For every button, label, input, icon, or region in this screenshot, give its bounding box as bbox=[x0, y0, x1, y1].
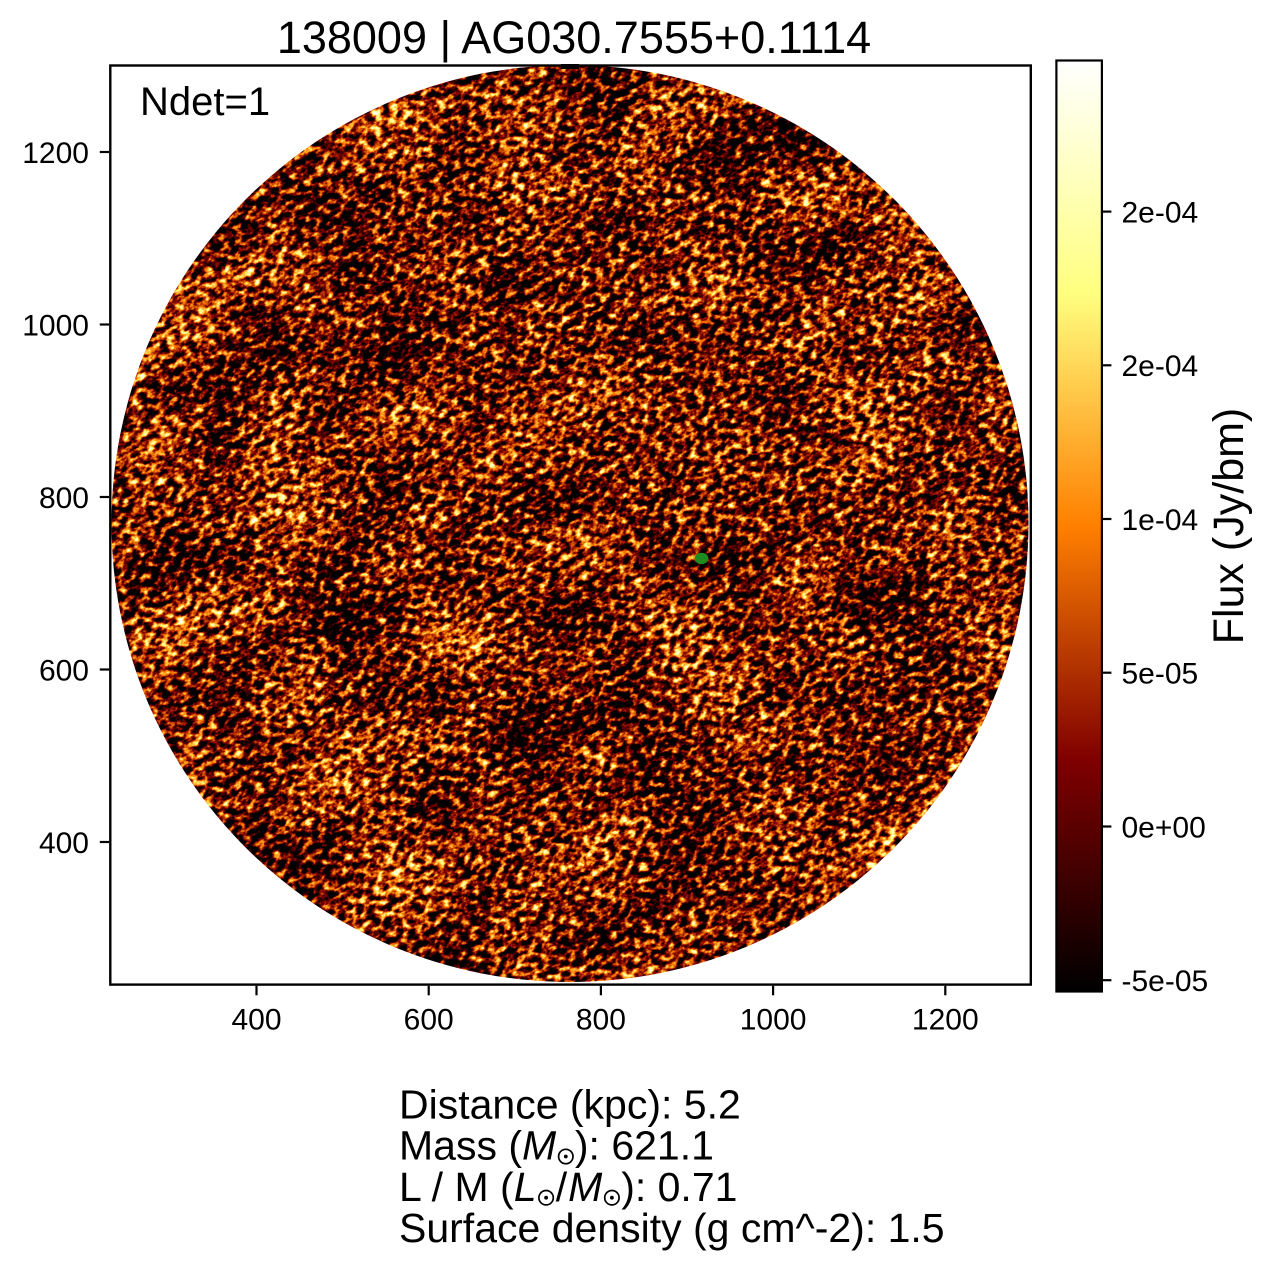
svg-text:2e-04: 2e-04 bbox=[1122, 350, 1199, 383]
svg-text:Surface density (g cm^-2): 1.5: Surface density (g cm^-2): 1.5 bbox=[399, 1205, 945, 1251]
svg-text:1200: 1200 bbox=[912, 1004, 979, 1037]
svg-text:M: M bbox=[522, 1123, 557, 1169]
svg-text:-5e-05: -5e-05 bbox=[1122, 965, 1209, 998]
svg-text:Ndet=1: Ndet=1 bbox=[140, 80, 270, 124]
svg-text:5e-05: 5e-05 bbox=[1122, 658, 1199, 691]
svg-text:0e+00: 0e+00 bbox=[1122, 811, 1206, 844]
svg-text:400: 400 bbox=[39, 827, 89, 860]
svg-text:600: 600 bbox=[404, 1004, 454, 1037]
svg-text:Distance (kpc): 5.2: Distance (kpc): 5.2 bbox=[399, 1082, 741, 1128]
svg-text:/: / bbox=[556, 1164, 568, 1210]
svg-text:1e-04: 1e-04 bbox=[1122, 504, 1199, 537]
svg-text:1200: 1200 bbox=[22, 137, 89, 170]
svg-text:Mass (: Mass ( bbox=[399, 1123, 522, 1169]
svg-text:): 621.1: ): 621.1 bbox=[575, 1123, 714, 1169]
svg-text:400: 400 bbox=[231, 1004, 281, 1037]
svg-text:1000: 1000 bbox=[740, 1004, 807, 1037]
svg-text:138009 | AG030.7555+0.1114: 138009 | AG030.7555+0.1114 bbox=[277, 12, 871, 63]
svg-text:): 0.71: ): 0.71 bbox=[621, 1164, 737, 1210]
svg-text:L / M (: L / M ( bbox=[399, 1164, 514, 1210]
svg-text:800: 800 bbox=[576, 1004, 626, 1037]
svg-text:2e-04: 2e-04 bbox=[1122, 196, 1199, 229]
svg-text:Flux (Jy/bm): Flux (Jy/bm) bbox=[1205, 408, 1253, 645]
svg-text:M: M bbox=[568, 1164, 603, 1210]
svg-text:L: L bbox=[514, 1164, 537, 1210]
svg-text:800: 800 bbox=[39, 482, 89, 515]
svg-text:600: 600 bbox=[39, 654, 89, 687]
svg-text:1000: 1000 bbox=[22, 309, 89, 342]
